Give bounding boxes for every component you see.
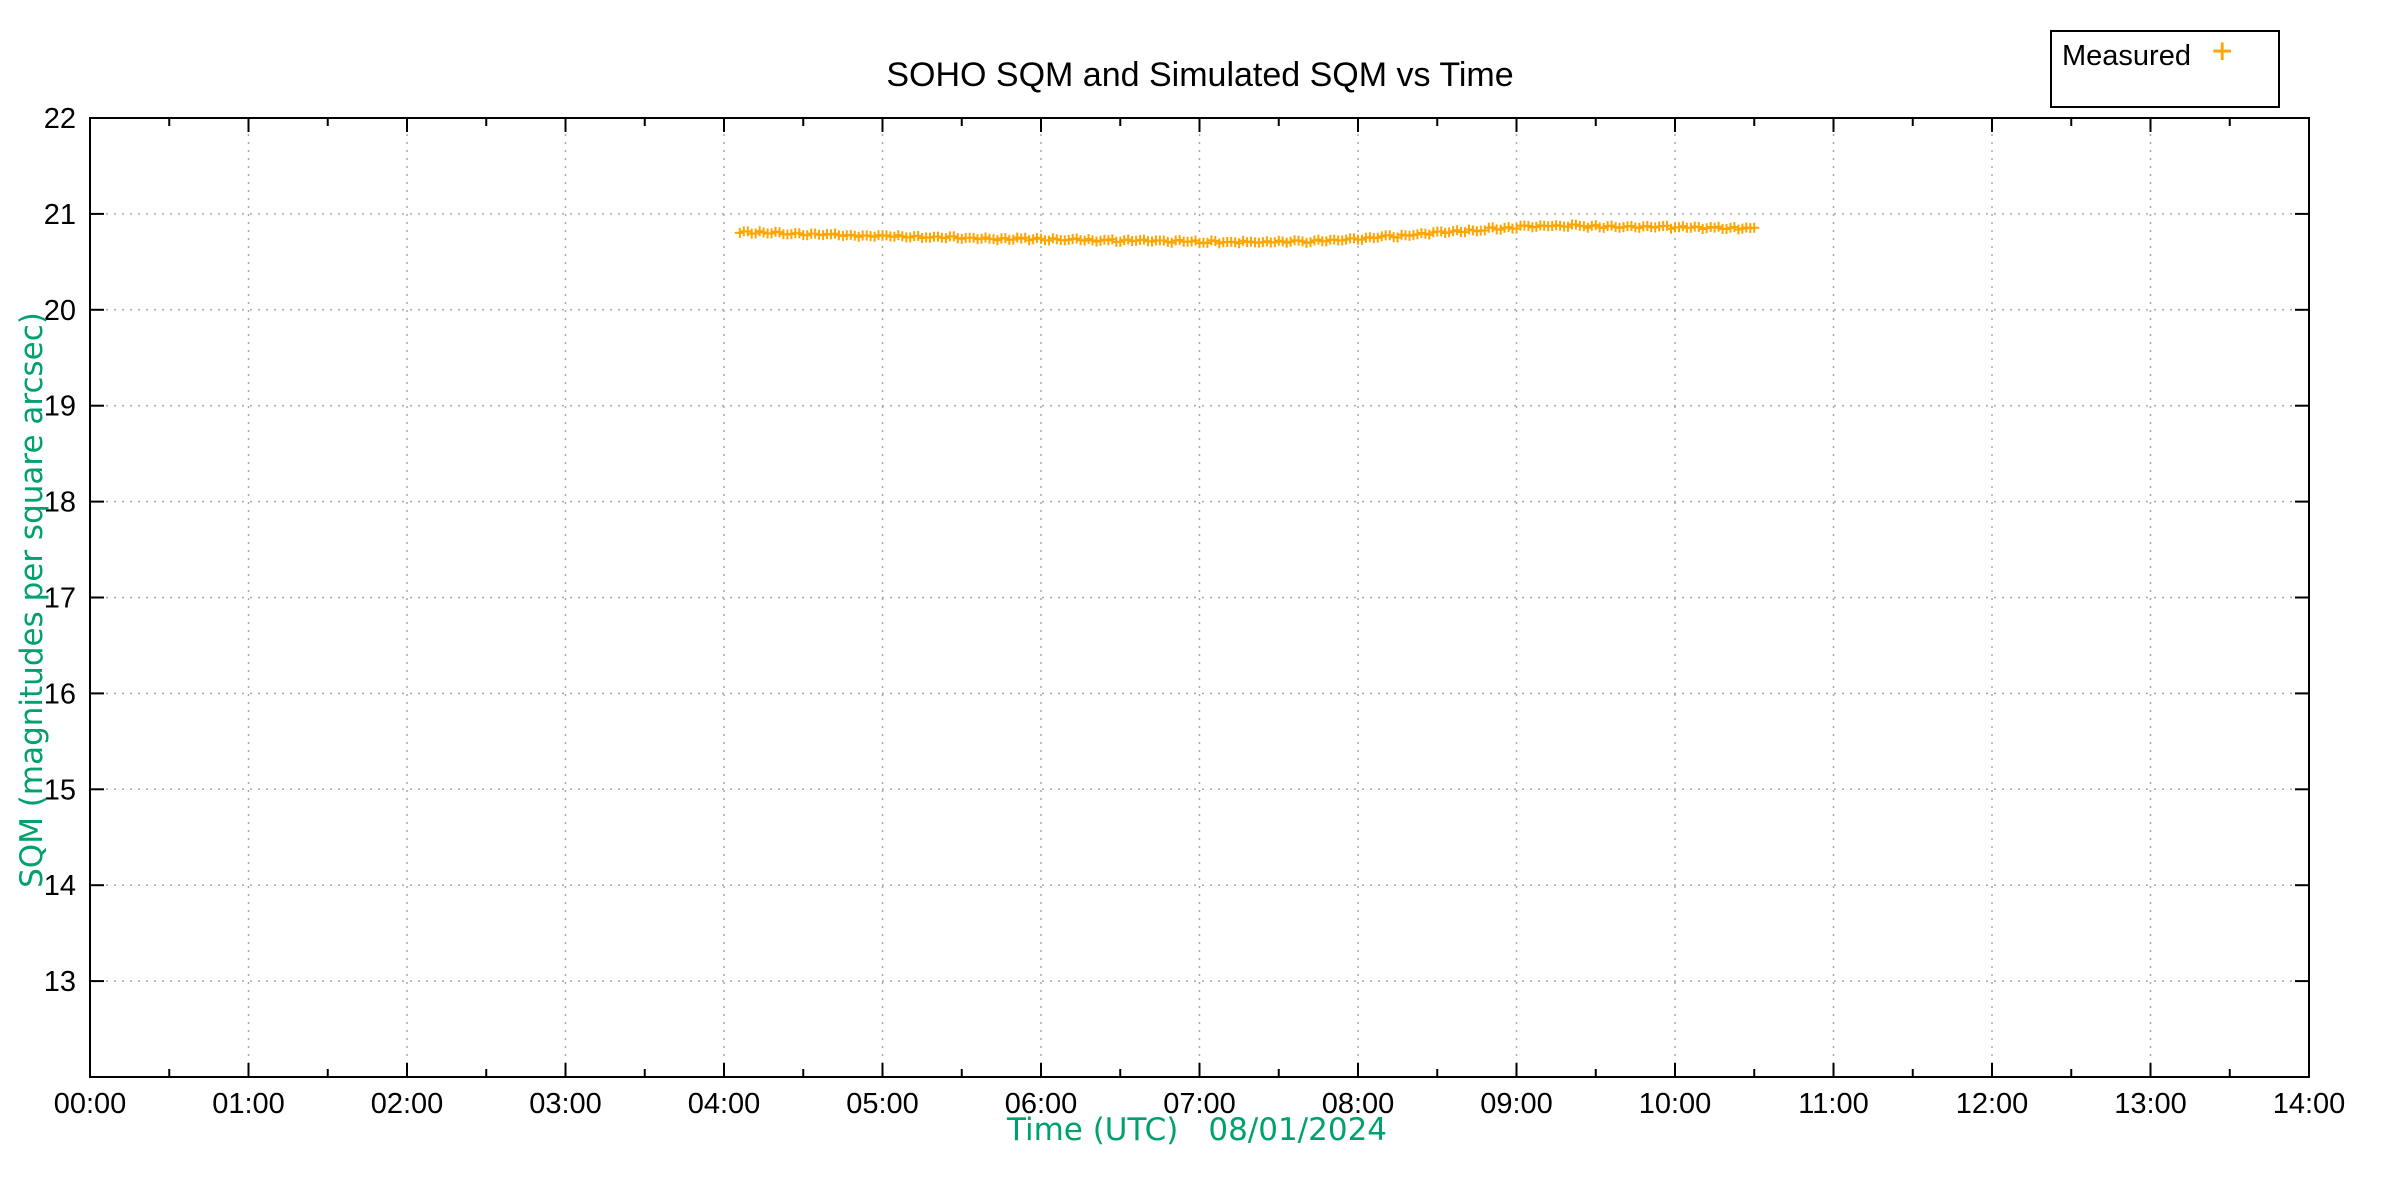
y-tick-label: 16 <box>44 678 76 710</box>
x-tick-label: 04:00 <box>688 1088 761 1120</box>
y-tick-label: 21 <box>44 199 76 231</box>
x-tick-label: 06:00 <box>1005 1088 1078 1120</box>
x-axis-label-text: Time (UTC) <box>1006 1112 1179 1148</box>
x-tick-label: 10:00 <box>1639 1088 1712 1120</box>
chart-title: SOHO SQM and Simulated SQM vs Time <box>886 56 1514 94</box>
x-tick-label: 02:00 <box>371 1088 444 1120</box>
x-tick-label: 14:00 <box>2273 1088 2346 1120</box>
y-tick-label: 17 <box>44 583 76 615</box>
y-tick-label: 20 <box>44 295 76 327</box>
x-tick-label: 13:00 <box>2114 1088 2187 1120</box>
plot-border <box>89 117 2310 1078</box>
legend-label-measured: Measured <box>2062 40 2191 72</box>
measured-data-markers <box>734 219 1760 249</box>
measured-plus-marker-icon: + <box>2212 31 2233 71</box>
x-tick-label: 01:00 <box>212 1088 285 1120</box>
y-tick-label: 22 <box>44 103 76 135</box>
x-tick-label: 11:00 <box>1798 1088 1868 1120</box>
y-tick-label: 19 <box>44 391 76 423</box>
x-tick-label: 12:00 <box>1956 1088 2029 1120</box>
x-tick-label: 09:00 <box>1480 1088 1553 1120</box>
legend-entry-measured: Measured + <box>2052 32 2278 76</box>
x-tick-label: 08:00 <box>1322 1088 1395 1120</box>
legend-box: Measured + <box>2050 30 2280 108</box>
x-axis-date: 08/01/2024 <box>1208 1112 1388 1148</box>
x-tick-label: 03:00 <box>529 1088 602 1120</box>
x-tick-label: 07:00 <box>1163 1088 1236 1120</box>
y-tick-label: 13 <box>44 966 76 998</box>
x-axis-label: Time (UTC) 08/01/2024 <box>0 1112 2394 1148</box>
x-tick-label: 00:00 <box>54 1088 127 1120</box>
y-tick-label: 15 <box>44 774 76 806</box>
y-tick-label: 18 <box>44 487 76 519</box>
y-tick-label: 14 <box>44 870 76 902</box>
x-tick-label: 05:00 <box>846 1088 919 1120</box>
